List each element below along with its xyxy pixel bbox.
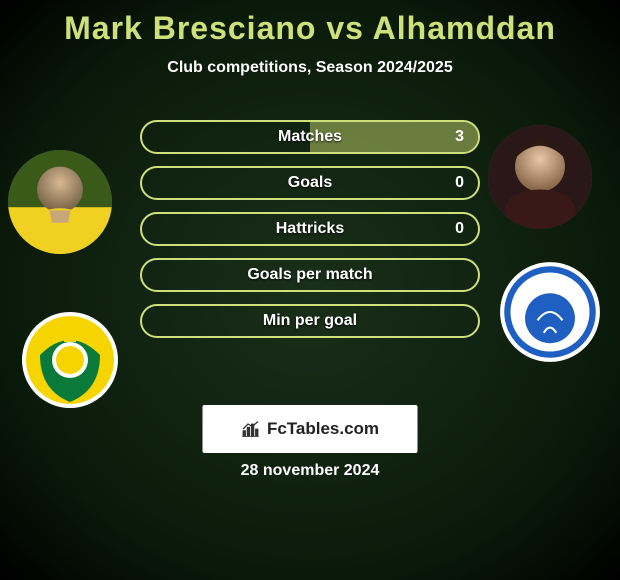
stat-label: Goals per match — [247, 266, 372, 284]
stat-row: Goals 0 — [140, 166, 480, 200]
stat-row: Goals per match — [140, 258, 480, 292]
stat-bars: Matches 3 Goals 0 Hattricks 0 Goals per match M… — [140, 120, 480, 350]
subtitle: Club competitions, Season 2024/2025 — [0, 59, 620, 77]
stat-label: Min per goal — [263, 312, 357, 330]
stat-label: Matches — [278, 128, 342, 146]
player-right-avatar — [488, 125, 592, 229]
stat-row: Min per goal — [140, 304, 480, 338]
stat-value-right: 3 — [455, 128, 464, 146]
player-left-club-badge — [20, 310, 120, 410]
watermark-text: FcTables.com — [267, 419, 379, 439]
stat-value-right: 0 — [455, 174, 464, 192]
page-title: Mark Bresciano vs Alhamddan — [0, 0, 620, 47]
stat-label: Goals — [288, 174, 332, 192]
player-left-avatar — [8, 150, 112, 254]
stat-row: Matches 3 — [140, 120, 480, 154]
stat-row: Hattricks 0 — [140, 212, 480, 246]
stat-label: Hattricks — [276, 220, 344, 238]
watermark: FcTables.com — [203, 405, 418, 453]
date: 28 november 2024 — [0, 462, 620, 480]
chart-icon — [241, 419, 261, 439]
stat-value-right: 0 — [455, 220, 464, 238]
player-right-club-badge — [498, 260, 602, 364]
